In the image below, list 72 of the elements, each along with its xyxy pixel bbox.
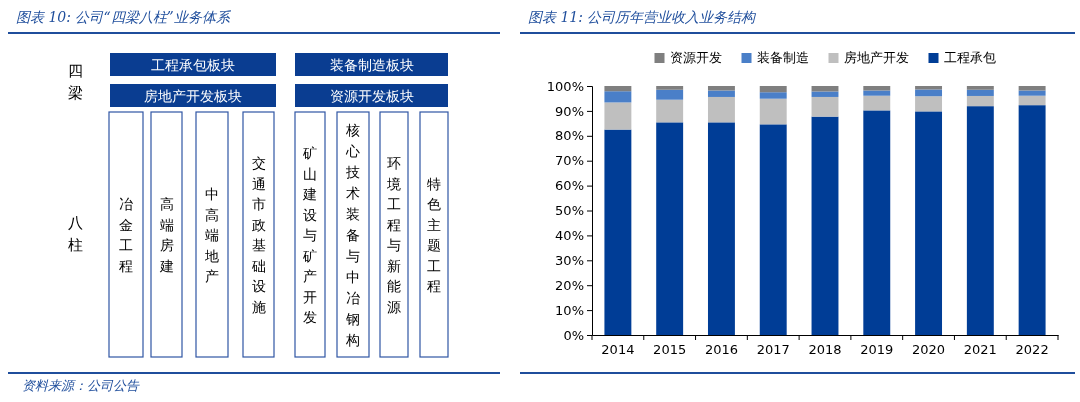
text: 工程承包板块	[151, 57, 235, 73]
bar	[863, 90, 891, 96]
x-tick-label: 2019	[860, 342, 894, 358]
legend-label: 装备制造	[756, 50, 809, 65]
bar	[915, 111, 943, 335]
text: 冶金工程	[119, 196, 133, 274]
y-tick-label: 40%	[555, 228, 584, 244]
text: 中高端地产	[204, 186, 219, 285]
legend-label: 房地产开发	[843, 50, 909, 65]
bar	[604, 91, 632, 103]
x-tick-label: 2017	[756, 342, 790, 358]
bar	[759, 124, 787, 335]
text: 八柱	[67, 213, 83, 254]
y-tick-label: 70%	[555, 153, 584, 169]
bar	[656, 122, 684, 335]
text: 特色主题工程	[427, 175, 441, 295]
bar	[1018, 105, 1046, 335]
bar	[966, 89, 994, 96]
text: 高端房建	[158, 196, 174, 274]
text: 四梁	[67, 61, 83, 102]
bar	[656, 86, 684, 90]
x-tick-label: 2016	[704, 342, 738, 358]
bar	[966, 95, 994, 107]
x-tick-label: 2022	[1015, 342, 1049, 358]
text: 环境工程与新能源	[386, 155, 401, 315]
bar	[759, 92, 787, 99]
x-tick-label: 2015	[653, 342, 687, 358]
y-tick-label: 30%	[555, 252, 584, 268]
bar	[604, 129, 632, 335]
text: 资料来源：公司公告	[22, 378, 140, 393]
y-tick-label: 50%	[555, 203, 584, 219]
y-tick-label: 20%	[555, 277, 584, 293]
y-tick-label: 100%	[546, 78, 584, 94]
text: 房地产开发板块	[144, 88, 242, 104]
bar	[759, 86, 787, 93]
bar	[863, 95, 891, 111]
bar	[811, 116, 839, 335]
bar	[604, 102, 632, 130]
y-tick-label: 0%	[563, 327, 584, 343]
bar	[811, 96, 839, 117]
x-tick-label: 2014	[601, 342, 635, 358]
bar	[707, 96, 735, 123]
legend-label: 资源开发	[669, 50, 722, 65]
text: 图表 10: 公司“四梁八柱”业务体系	[16, 9, 232, 25]
bar	[863, 110, 891, 335]
bar	[656, 99, 684, 123]
x-tick-label: 2021	[963, 342, 997, 358]
bar	[915, 89, 943, 97]
text: 交通市政基础设施	[250, 155, 266, 315]
bar	[707, 122, 735, 335]
x-tick-label: 2020	[912, 342, 946, 358]
bar	[915, 96, 943, 112]
y-tick-label: 90%	[555, 103, 584, 119]
y-tick-label: 10%	[555, 302, 584, 318]
y-tick-label: 60%	[555, 178, 584, 194]
text: 装备制造板块	[329, 57, 414, 73]
bar	[1018, 90, 1046, 96]
y-tick-label: 80%	[555, 128, 584, 144]
text: 矿山建设与矿产开发	[303, 145, 317, 326]
bar	[1018, 95, 1046, 106]
chart-title: 图表 11: 公司历年营业收入业务结构	[528, 9, 758, 25]
bar	[707, 90, 735, 97]
bar	[966, 86, 994, 90]
text: 资源开发板块	[329, 88, 414, 104]
x-tick-label: 2018	[808, 342, 842, 358]
bar	[811, 91, 839, 97]
text: 核心技术装备与中冶钢构	[346, 122, 360, 349]
bar	[656, 89, 684, 100]
bar	[966, 106, 994, 335]
bar	[604, 86, 632, 92]
legend-label: 工程承包	[943, 50, 996, 65]
bar	[759, 98, 787, 125]
